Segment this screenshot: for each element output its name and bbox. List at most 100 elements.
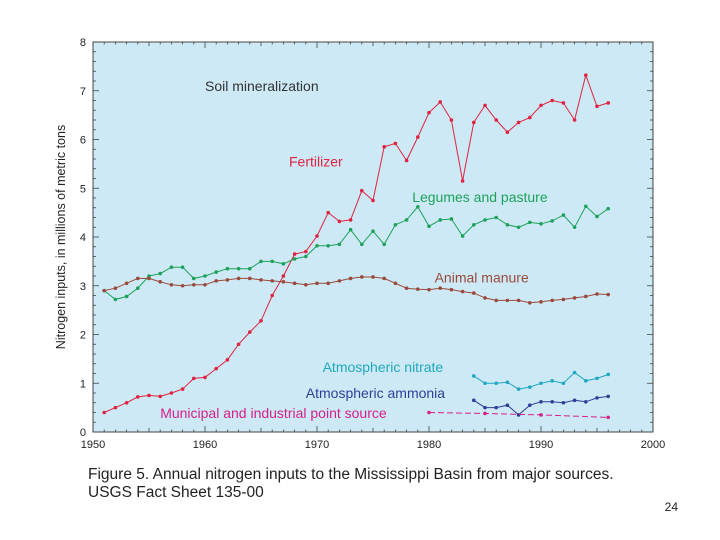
data-point-legumes-and-pasture	[281, 262, 286, 266]
data-point-animal-manure	[561, 297, 566, 302]
data-point-legumes-and-pasture	[158, 271, 162, 276]
data-point-atmospheric-ammonia	[539, 399, 543, 404]
data-point-animal-manure	[505, 298, 510, 303]
data-point-animal-manure	[550, 298, 554, 303]
data-point-animal-manure	[102, 288, 106, 293]
data-point-fertilizer	[147, 393, 151, 398]
data-point-fertilizer	[360, 188, 364, 193]
y-axis-label: Nitrogen inputs, in millions of metric t…	[54, 125, 68, 349]
data-point-atmospheric-ammonia	[550, 399, 554, 404]
data-point-fertilizer	[539, 103, 543, 108]
data-point-animal-manure	[371, 275, 375, 279]
series-lines	[102, 73, 610, 420]
data-point-animal-manure	[528, 301, 532, 305]
data-point-fertilizer	[371, 198, 375, 203]
x-tick-label: 1980	[417, 439, 441, 451]
data-point-fertilizer	[472, 120, 476, 125]
data-point-animal-manure	[113, 286, 118, 290]
data-point-fertilizer	[606, 101, 610, 105]
data-point-legumes-and-pasture	[214, 270, 218, 274]
data-point-fertilizer	[483, 103, 487, 108]
data-point-animal-manure	[281, 280, 286, 284]
y-tick-label: 1	[80, 378, 86, 390]
data-point-legumes-and-pasture	[124, 294, 129, 299]
data-point-fertilizer	[315, 234, 319, 238]
data-point-legumes-and-pasture	[270, 259, 275, 264]
data-point-fertilizer	[561, 101, 566, 105]
data-point-legumes-and-pasture	[539, 222, 543, 226]
series-label-fertilizer: Fertilizer	[289, 153, 343, 169]
data-point-legumes-and-pasture	[393, 223, 398, 227]
data-point-animal-manure	[292, 281, 297, 286]
data-point-atmospheric-nitrate	[595, 376, 599, 381]
annotation-soil-mineralization: Soil mineralization	[205, 78, 319, 94]
y-tick-label: 7	[80, 86, 86, 98]
data-point-legumes-and-pasture	[460, 234, 465, 238]
data-point-legumes-and-pasture	[236, 266, 241, 271]
y-tick-label: 3	[80, 281, 86, 293]
data-point-atmospheric-nitrate	[494, 381, 499, 386]
data-point-atmospheric-ammonia	[516, 413, 521, 417]
data-point-legumes-and-pasture	[113, 297, 118, 302]
data-point-fertilizer	[584, 73, 588, 77]
data-point-atmospheric-ammonia	[606, 394, 610, 399]
data-point-fertilizer	[550, 98, 554, 103]
data-point-fertilizer	[192, 376, 196, 381]
x-tick-label: 2000	[641, 439, 665, 451]
data-point-legumes-and-pasture	[404, 218, 409, 222]
series-line-fertilizer	[103, 73, 609, 413]
data-point-fertilizer	[248, 330, 252, 334]
data-point-atmospheric-nitrate	[483, 381, 487, 386]
data-point-atmospheric-ammonia	[572, 398, 577, 403]
data-point-legumes-and-pasture	[180, 265, 185, 270]
data-point-fertilizer	[528, 115, 532, 120]
series-line-animal-manure	[104, 276, 609, 304]
data-point-atmospheric-nitrate	[550, 379, 554, 383]
data-point-municipal-and-industrial-point-source	[427, 410, 431, 415]
data-point-atmospheric-ammonia	[528, 403, 532, 407]
data-point-legumes-and-pasture	[516, 225, 521, 230]
data-point-fertilizer	[404, 158, 409, 163]
data-point-animal-manure	[326, 281, 331, 286]
data-point-fertilizer	[180, 387, 185, 391]
data-point-animal-manure	[427, 287, 431, 292]
data-point-legumes-and-pasture	[192, 276, 196, 281]
data-point-animal-manure	[494, 298, 499, 303]
data-point-atmospheric-nitrate	[539, 381, 543, 386]
y-tick-label: 6	[80, 135, 86, 147]
data-point-legumes-and-pasture	[259, 259, 263, 264]
data-point-legumes-and-pasture	[472, 223, 476, 227]
data-point-fertilizer	[292, 252, 297, 256]
data-point-animal-manure	[259, 278, 263, 282]
data-point-legumes-and-pasture	[315, 243, 319, 248]
data-point-atmospheric-ammonia	[584, 399, 588, 404]
x-tick-label: 1970	[305, 439, 329, 451]
data-point-animal-manure	[147, 276, 151, 281]
data-point-fertilizer	[158, 394, 162, 399]
data-point-animal-manure	[595, 292, 599, 296]
data-point-fertilizer	[572, 118, 577, 122]
data-point-atmospheric-nitrate	[528, 385, 532, 389]
data-point-atmospheric-nitrate	[572, 370, 577, 375]
data-point-municipal-and-industrial-point-source	[606, 415, 610, 420]
data-point-legumes-and-pasture	[438, 218, 443, 222]
data-point-animal-manure	[460, 289, 465, 294]
y-tick-label: 2	[80, 330, 86, 342]
y-tick-label: 0	[80, 427, 86, 439]
series-atmospheric-ammonia	[472, 394, 610, 417]
data-point-fertilizer	[393, 141, 398, 146]
plot-area	[92, 41, 654, 433]
data-point-atmospheric-nitrate	[606, 372, 610, 377]
data-point-legumes-and-pasture	[416, 204, 420, 209]
data-point-legumes-and-pasture	[427, 224, 431, 229]
data-point-atmospheric-ammonia	[561, 400, 566, 405]
data-point-legumes-and-pasture	[528, 220, 532, 225]
data-point-fertilizer	[136, 395, 140, 399]
data-point-legumes-and-pasture	[292, 257, 297, 261]
data-point-animal-manure	[169, 282, 174, 287]
data-point-fertilizer	[124, 400, 129, 405]
x-tick-label: 1960	[193, 439, 217, 451]
data-point-fertilizer	[113, 405, 118, 410]
data-point-fertilizer	[416, 135, 420, 139]
series-label-atmospheric-ammonia: Atmospheric ammonia	[306, 385, 445, 401]
